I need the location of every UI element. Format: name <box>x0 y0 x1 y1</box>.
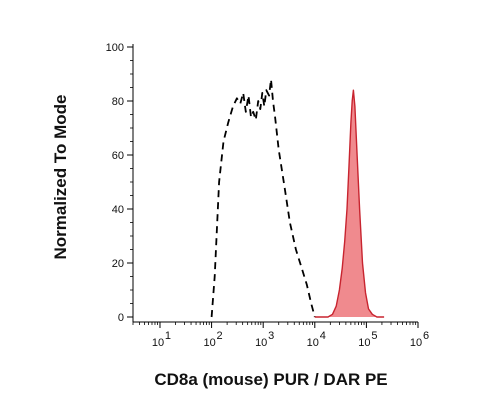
y-axis-title: Normalized To Mode <box>51 95 70 260</box>
y-tick-label: 0 <box>118 312 124 324</box>
x-tick-label: 10 <box>410 337 422 349</box>
x-tick-exponent: 5 <box>371 330 377 342</box>
x-tick-exponent: 2 <box>217 330 223 342</box>
x-axis-title: CD8a (mouse) PUR / DAR PE <box>154 370 387 389</box>
y-tick-label: 100 <box>106 42 124 54</box>
plot-marks <box>210 78 385 318</box>
y-tick-label: 40 <box>112 204 124 216</box>
series-1-line <box>210 78 316 318</box>
y-tick-label: 80 <box>112 96 124 108</box>
x-tick-exponent: 6 <box>423 330 429 342</box>
x-tick-label: 10 <box>307 337 319 349</box>
x-tick-exponent: 3 <box>268 330 274 342</box>
x-tick-exponent: 1 <box>165 330 171 342</box>
series-2-area <box>314 90 385 317</box>
y-tick-label: 20 <box>112 258 124 270</box>
series-2-line <box>314 89 385 318</box>
x-tick-label: 10 <box>358 337 370 349</box>
x-tick-label: 10 <box>152 337 164 349</box>
x-tick-label: 10 <box>203 337 215 349</box>
y-tick-label: 60 <box>112 150 124 162</box>
axes <box>132 44 418 323</box>
x-tick-exponent: 4 <box>320 330 326 342</box>
x-tick-label: 10 <box>255 337 267 349</box>
